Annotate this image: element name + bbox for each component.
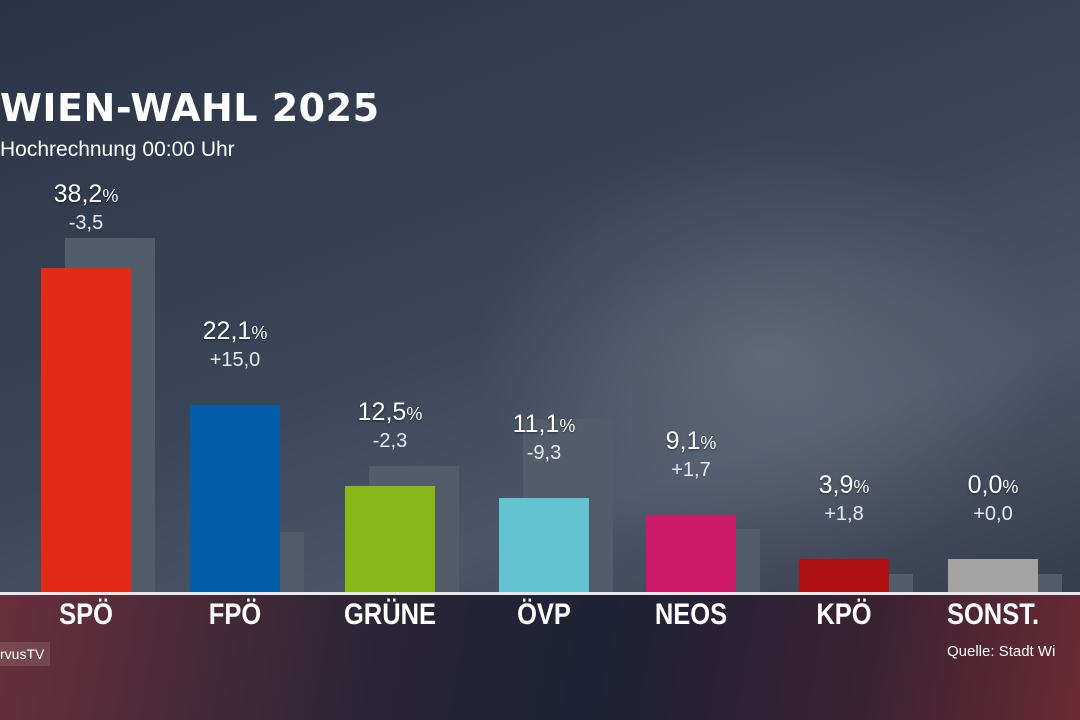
party-label: GRÜNE <box>343 598 437 631</box>
percent-value: 9,1 <box>665 426 701 455</box>
current-bar <box>41 268 131 592</box>
party-label: ÖVP <box>517 598 571 631</box>
current-bar <box>499 497 589 592</box>
chart-subtitle: Hochrechnung 00:00 Uhr <box>0 138 235 161</box>
percent-value: 11,1 <box>512 409 560 438</box>
percent-unit: % <box>853 476 870 497</box>
change-label: +0,0 <box>973 503 1013 525</box>
current-bar <box>345 486 435 592</box>
party-label: FPÖ <box>208 598 262 631</box>
change-label: +1,7 <box>671 458 711 481</box>
change-label: -9,3 <box>526 441 562 464</box>
party-label: SPÖ <box>59 598 113 631</box>
percent-unit: % <box>406 404 423 424</box>
percent-unit: % <box>1002 477 1019 497</box>
party-label: NEOS <box>654 598 728 631</box>
channel-logo: rvusTV <box>0 642 51 666</box>
current-bar <box>646 514 736 592</box>
percent-label: 12,5% <box>320 398 460 427</box>
percent-label: 3,9% <box>774 471 914 500</box>
current-bar <box>190 404 280 592</box>
percent-value: 0,0 <box>967 471 1003 499</box>
percent-unit: % <box>251 322 268 343</box>
percent-label: 22,1% <box>165 317 305 346</box>
percent-label: 38,2% <box>16 180 156 209</box>
percent-label: 0,0% <box>923 471 1063 500</box>
percent-unit: % <box>559 415 576 436</box>
percent-value: 3,9 <box>818 470 854 499</box>
change-label: -3,5 <box>68 212 104 235</box>
percent-value: 38,2 <box>53 180 103 209</box>
percent-value: 22,1 <box>202 316 252 345</box>
party-label: SONST. <box>946 598 1040 631</box>
current-bar <box>799 558 889 592</box>
current-bar <box>948 559 1038 592</box>
change-label: +15,0 <box>209 348 261 371</box>
percent-label: 11,1% <box>474 410 614 439</box>
change-label: -2,3 <box>372 430 408 452</box>
percent-label: 9,1% <box>621 427 761 456</box>
change-label: +1,8 <box>824 502 864 525</box>
percent-value: 12,5 <box>357 398 407 426</box>
chart-title: WIEN-WAHL 2025 <box>0 86 380 130</box>
party-label: KPÖ <box>816 598 872 631</box>
footer-band <box>0 594 1080 720</box>
percent-unit: % <box>700 432 717 453</box>
source-note: Quelle: Stadt Wi <box>947 643 1056 660</box>
percent-unit: % <box>102 186 119 207</box>
baseline <box>0 592 1080 595</box>
